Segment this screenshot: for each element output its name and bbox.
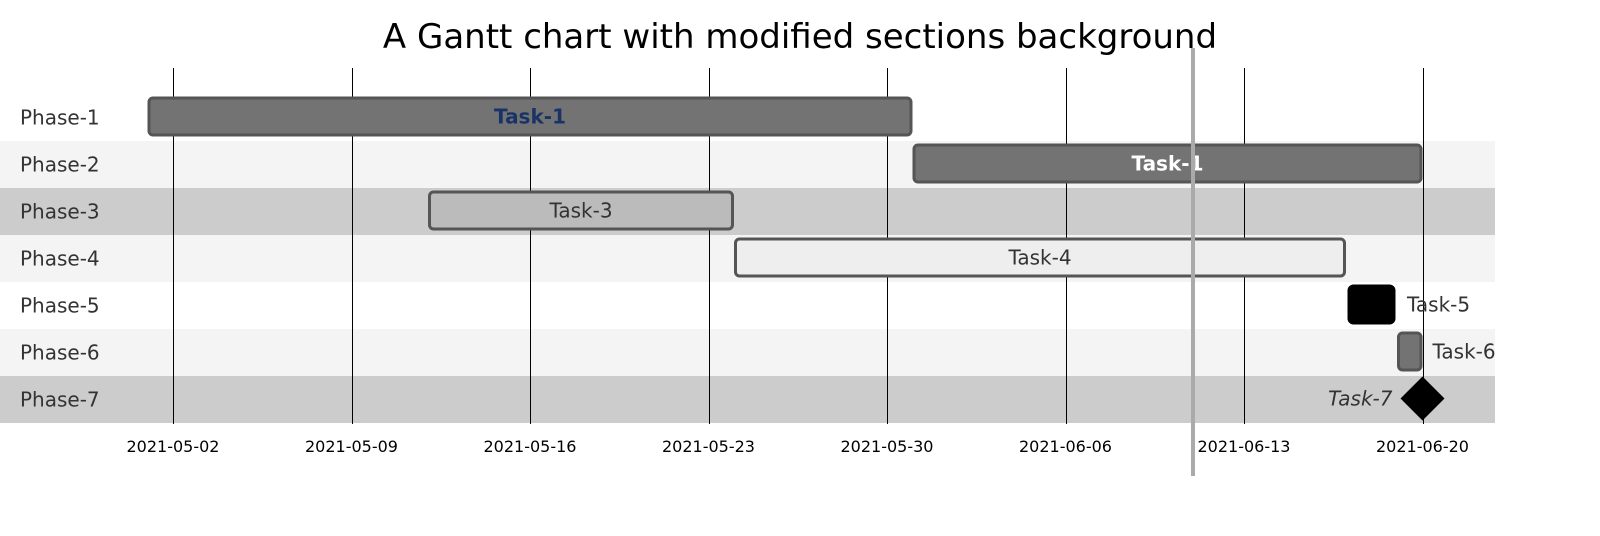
x-tick-label: 2021-06-06 (1019, 437, 1112, 456)
section-label: Phase-2 (20, 153, 100, 177)
task-label: Task-1 (494, 105, 566, 129)
x-tick-label: 2021-05-30 (841, 437, 934, 456)
section-label: Phase-7 (20, 388, 100, 412)
x-tick-label: 2021-05-02 (127, 437, 220, 456)
task-label: Task-6 (1432, 340, 1496, 364)
section-label: Phase-3 (20, 200, 100, 224)
task-label: Task-3 (548, 199, 612, 223)
task-bar (1347, 284, 1396, 325)
x-axis-ticks: 2021-05-02 2021-05-09 2021-05-16 2021-05-23… (127, 437, 1469, 456)
chart-title: A Gantt chart with modified sections bac… (383, 17, 1217, 57)
task-bar (912, 143, 1423, 184)
x-tick-label: 2021-05-16 (484, 437, 577, 456)
section-labels: Phase-1 Phase-2 Phase-3 Phase-4 Phase-5 Phase… (20, 106, 100, 412)
task-label: Task-5 (1406, 293, 1470, 317)
x-tick-label: 2021-05-09 (305, 437, 398, 456)
x-tick-label: 2021-06-20 (1376, 437, 1469, 456)
task-bar (1397, 331, 1423, 372)
section-background (0, 188, 1495, 235)
x-tick-label: 2021-06-13 (1198, 437, 1291, 456)
section-label: Phase-5 (20, 294, 100, 318)
section-background (0, 282, 1495, 329)
task-bar (428, 190, 734, 231)
x-tick-label: 2021-05-23 (662, 437, 755, 456)
task-bar (147, 96, 913, 137)
task-label: Task-7 (1328, 387, 1393, 411)
section-label: Phase-6 (20, 341, 100, 365)
section-background (0, 376, 1495, 423)
section-label: Phase-4 (20, 247, 100, 271)
section-label: Phase-1 (20, 106, 100, 130)
milestone-marker (1400, 376, 1445, 421)
task-label: Task-4 (1007, 246, 1071, 270)
section-background (0, 329, 1495, 376)
